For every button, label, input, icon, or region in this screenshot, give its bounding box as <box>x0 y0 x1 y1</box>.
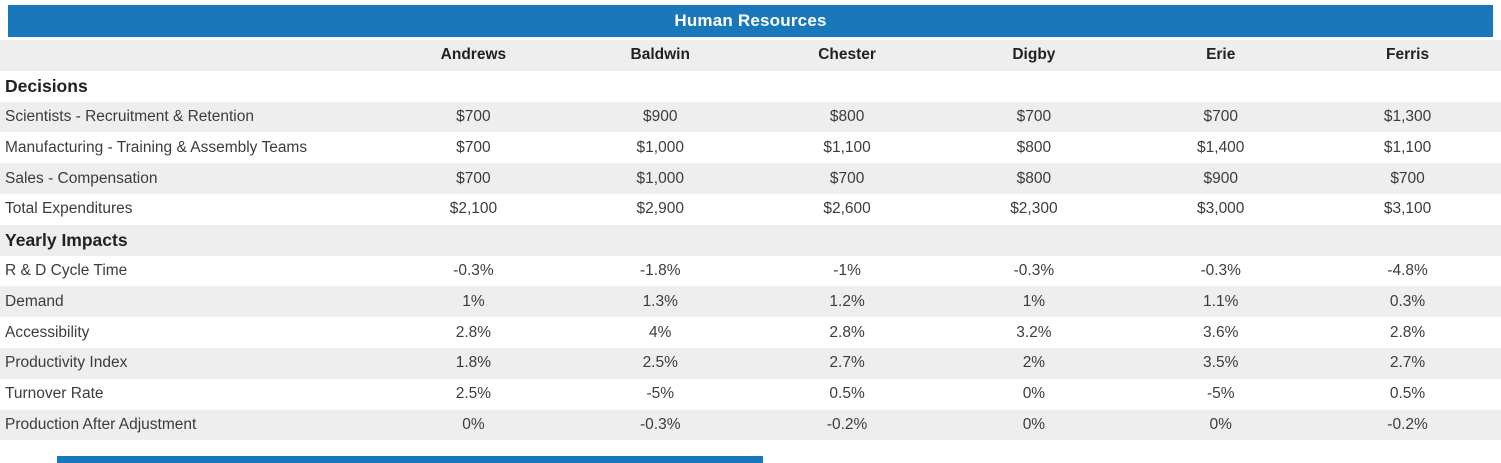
row-sales-compensation: Sales - Compensation $700 $1,000 $700 $8… <box>0 163 1501 194</box>
cell-erie: $700 <box>1203 107 1238 125</box>
cell-baldwin: 4% <box>649 323 672 341</box>
cell-digby: -0.3% <box>1013 261 1055 279</box>
cell-erie: 1.1% <box>1203 292 1239 310</box>
row-label: Turnover Rate <box>5 385 104 403</box>
cell-baldwin: 1.3% <box>642 292 678 310</box>
row-productivity-index: Productivity Index 1.8% 2.5% 2.7% 2% 3.5… <box>0 347 1501 379</box>
cell-ferris: 2.8% <box>1389 323 1426 341</box>
cell-digby: $700 <box>1016 107 1052 125</box>
cell-digby: $2,300 <box>1010 200 1058 218</box>
cell-ferris: 0.5% <box>1389 385 1426 403</box>
row-accessibility: Accessibility 2.8% 4% 2.8% 3.2% 3.6% 2.8… <box>0 317 1501 348</box>
cell-ferris: 0.3% <box>1389 292 1426 310</box>
row-label: Total Expenditures <box>5 200 133 218</box>
row-total-expenditures: Total Expenditures $2,100 $2,900 $2,600 … <box>0 194 1501 225</box>
cell-chester: $800 <box>829 107 865 125</box>
row-turnover-rate: Turnover Rate 2.5% -5% 0.5% 0% -5% 0.5% <box>0 379 1501 410</box>
cell-digby: 0% <box>1022 415 1046 433</box>
cell-erie: 3.5% <box>1203 354 1239 372</box>
next-section-header-partial-bar <box>57 456 763 463</box>
cell-andrews: 2.8% <box>455 323 492 341</box>
cell-digby: $800 <box>1016 169 1052 187</box>
hr-report-table: Human Resources Andrews Baldwin Chester … <box>0 5 1501 463</box>
cell-ferris: $700 <box>1390 169 1425 187</box>
cell-ferris: -0.2% <box>1387 415 1428 433</box>
row-scientists-recruitment-retention: Scientists - Recruitment & Retention $70… <box>0 101 1501 133</box>
cell-digby: 0% <box>1022 385 1046 403</box>
row-manufacturing-training-assembly: Manufacturing - Training & Assembly Team… <box>0 132 1501 163</box>
cell-chester: -1% <box>833 261 861 279</box>
cell-baldwin: -1.8% <box>639 261 681 279</box>
cell-erie: $900 <box>1203 169 1238 187</box>
section-header-yearly-impacts: Yearly Impacts <box>0 224 1501 256</box>
cell-chester: 2.8% <box>829 323 865 341</box>
page-title: Human Resources <box>674 11 827 30</box>
row-demand: Demand 1% 1.3% 1.2% 1% 1.1% 0.3% <box>0 286 1501 318</box>
column-header-andrews: Andrews <box>440 46 507 64</box>
cell-baldwin: $2,900 <box>636 200 684 218</box>
cell-chester: 2.7% <box>829 354 865 372</box>
row-label: Production After Adjustment <box>5 415 197 433</box>
row-label: Manufacturing - Training & Assembly Team… <box>5 138 308 156</box>
row-label: Productivity Index <box>5 354 128 372</box>
cell-chester: $700 <box>829 169 865 187</box>
cell-ferris: $1,300 <box>1383 107 1432 125</box>
row-rd-cycle-time: R & D Cycle Time -0.3% -1.8% -1% -0.3% -… <box>0 256 1501 287</box>
cell-chester: 1.2% <box>829 292 865 310</box>
cell-chester: $1,100 <box>823 138 871 156</box>
cell-andrews: 2.5% <box>455 385 492 403</box>
column-header-row: Andrews Baldwin Chester Digby Erie Ferri… <box>0 40 1501 71</box>
cell-ferris: -4.8% <box>1387 261 1428 279</box>
row-label: Scientists - Recruitment & Retention <box>5 107 254 125</box>
cell-erie: $1,400 <box>1197 138 1245 156</box>
cell-erie: 0% <box>1209 415 1232 433</box>
cell-baldwin: $1,000 <box>636 138 684 156</box>
column-header-erie: Erie <box>1206 46 1236 64</box>
cell-digby: 3.2% <box>1016 323 1052 341</box>
row-label: R & D Cycle Time <box>5 261 128 279</box>
column-header-chester: Chester <box>818 46 876 64</box>
row-label: Sales - Compensation <box>5 169 158 187</box>
row-label: Accessibility <box>5 323 90 341</box>
cell-digby: 1% <box>1022 292 1046 310</box>
cell-erie: $3,000 <box>1197 200 1245 218</box>
section-header-decisions: Decisions <box>0 71 1501 102</box>
column-header-baldwin: Baldwin <box>630 46 690 64</box>
cell-chester: 0.5% <box>829 385 865 403</box>
cell-chester: $2,600 <box>823 200 871 218</box>
cell-ferris: $3,100 <box>1383 200 1432 218</box>
section-title: Decisions <box>5 75 88 96</box>
cell-erie: -5% <box>1206 385 1235 403</box>
section-title: Yearly Impacts <box>5 229 128 250</box>
row-production-after-adjustment: Production After Adjustment 0% -0.3% -0.… <box>0 409 1501 441</box>
cell-baldwin: 2.5% <box>642 354 678 372</box>
column-header-ferris: Ferris <box>1386 46 1430 64</box>
cell-andrews: 1.8% <box>455 354 492 372</box>
cell-baldwin: $1,000 <box>636 169 684 187</box>
column-header-digby: Digby <box>1012 46 1056 64</box>
cell-chester: -0.2% <box>826 415 868 433</box>
cell-erie: -0.3% <box>1200 261 1241 279</box>
cell-andrews: 0% <box>462 415 485 433</box>
cell-digby: $800 <box>1016 138 1052 156</box>
cell-andrews: $700 <box>456 169 491 187</box>
cell-ferris: $1,100 <box>1383 138 1432 156</box>
report-title-bar: Human Resources <box>8 5 1493 37</box>
cell-andrews: 1% <box>462 292 485 310</box>
cell-baldwin: -5% <box>646 385 675 403</box>
cell-ferris: 2.7% <box>1389 354 1426 372</box>
cell-digby: 2% <box>1022 354 1046 372</box>
cell-erie: 3.6% <box>1203 323 1239 341</box>
cell-baldwin: -0.3% <box>639 415 681 433</box>
cell-andrews: $700 <box>456 138 491 156</box>
cell-baldwin: $900 <box>643 107 678 125</box>
cell-andrews: -0.3% <box>453 261 494 279</box>
cell-andrews: $700 <box>456 107 491 125</box>
row-label: Demand <box>5 292 64 310</box>
cell-andrews: $2,100 <box>449 200 498 218</box>
